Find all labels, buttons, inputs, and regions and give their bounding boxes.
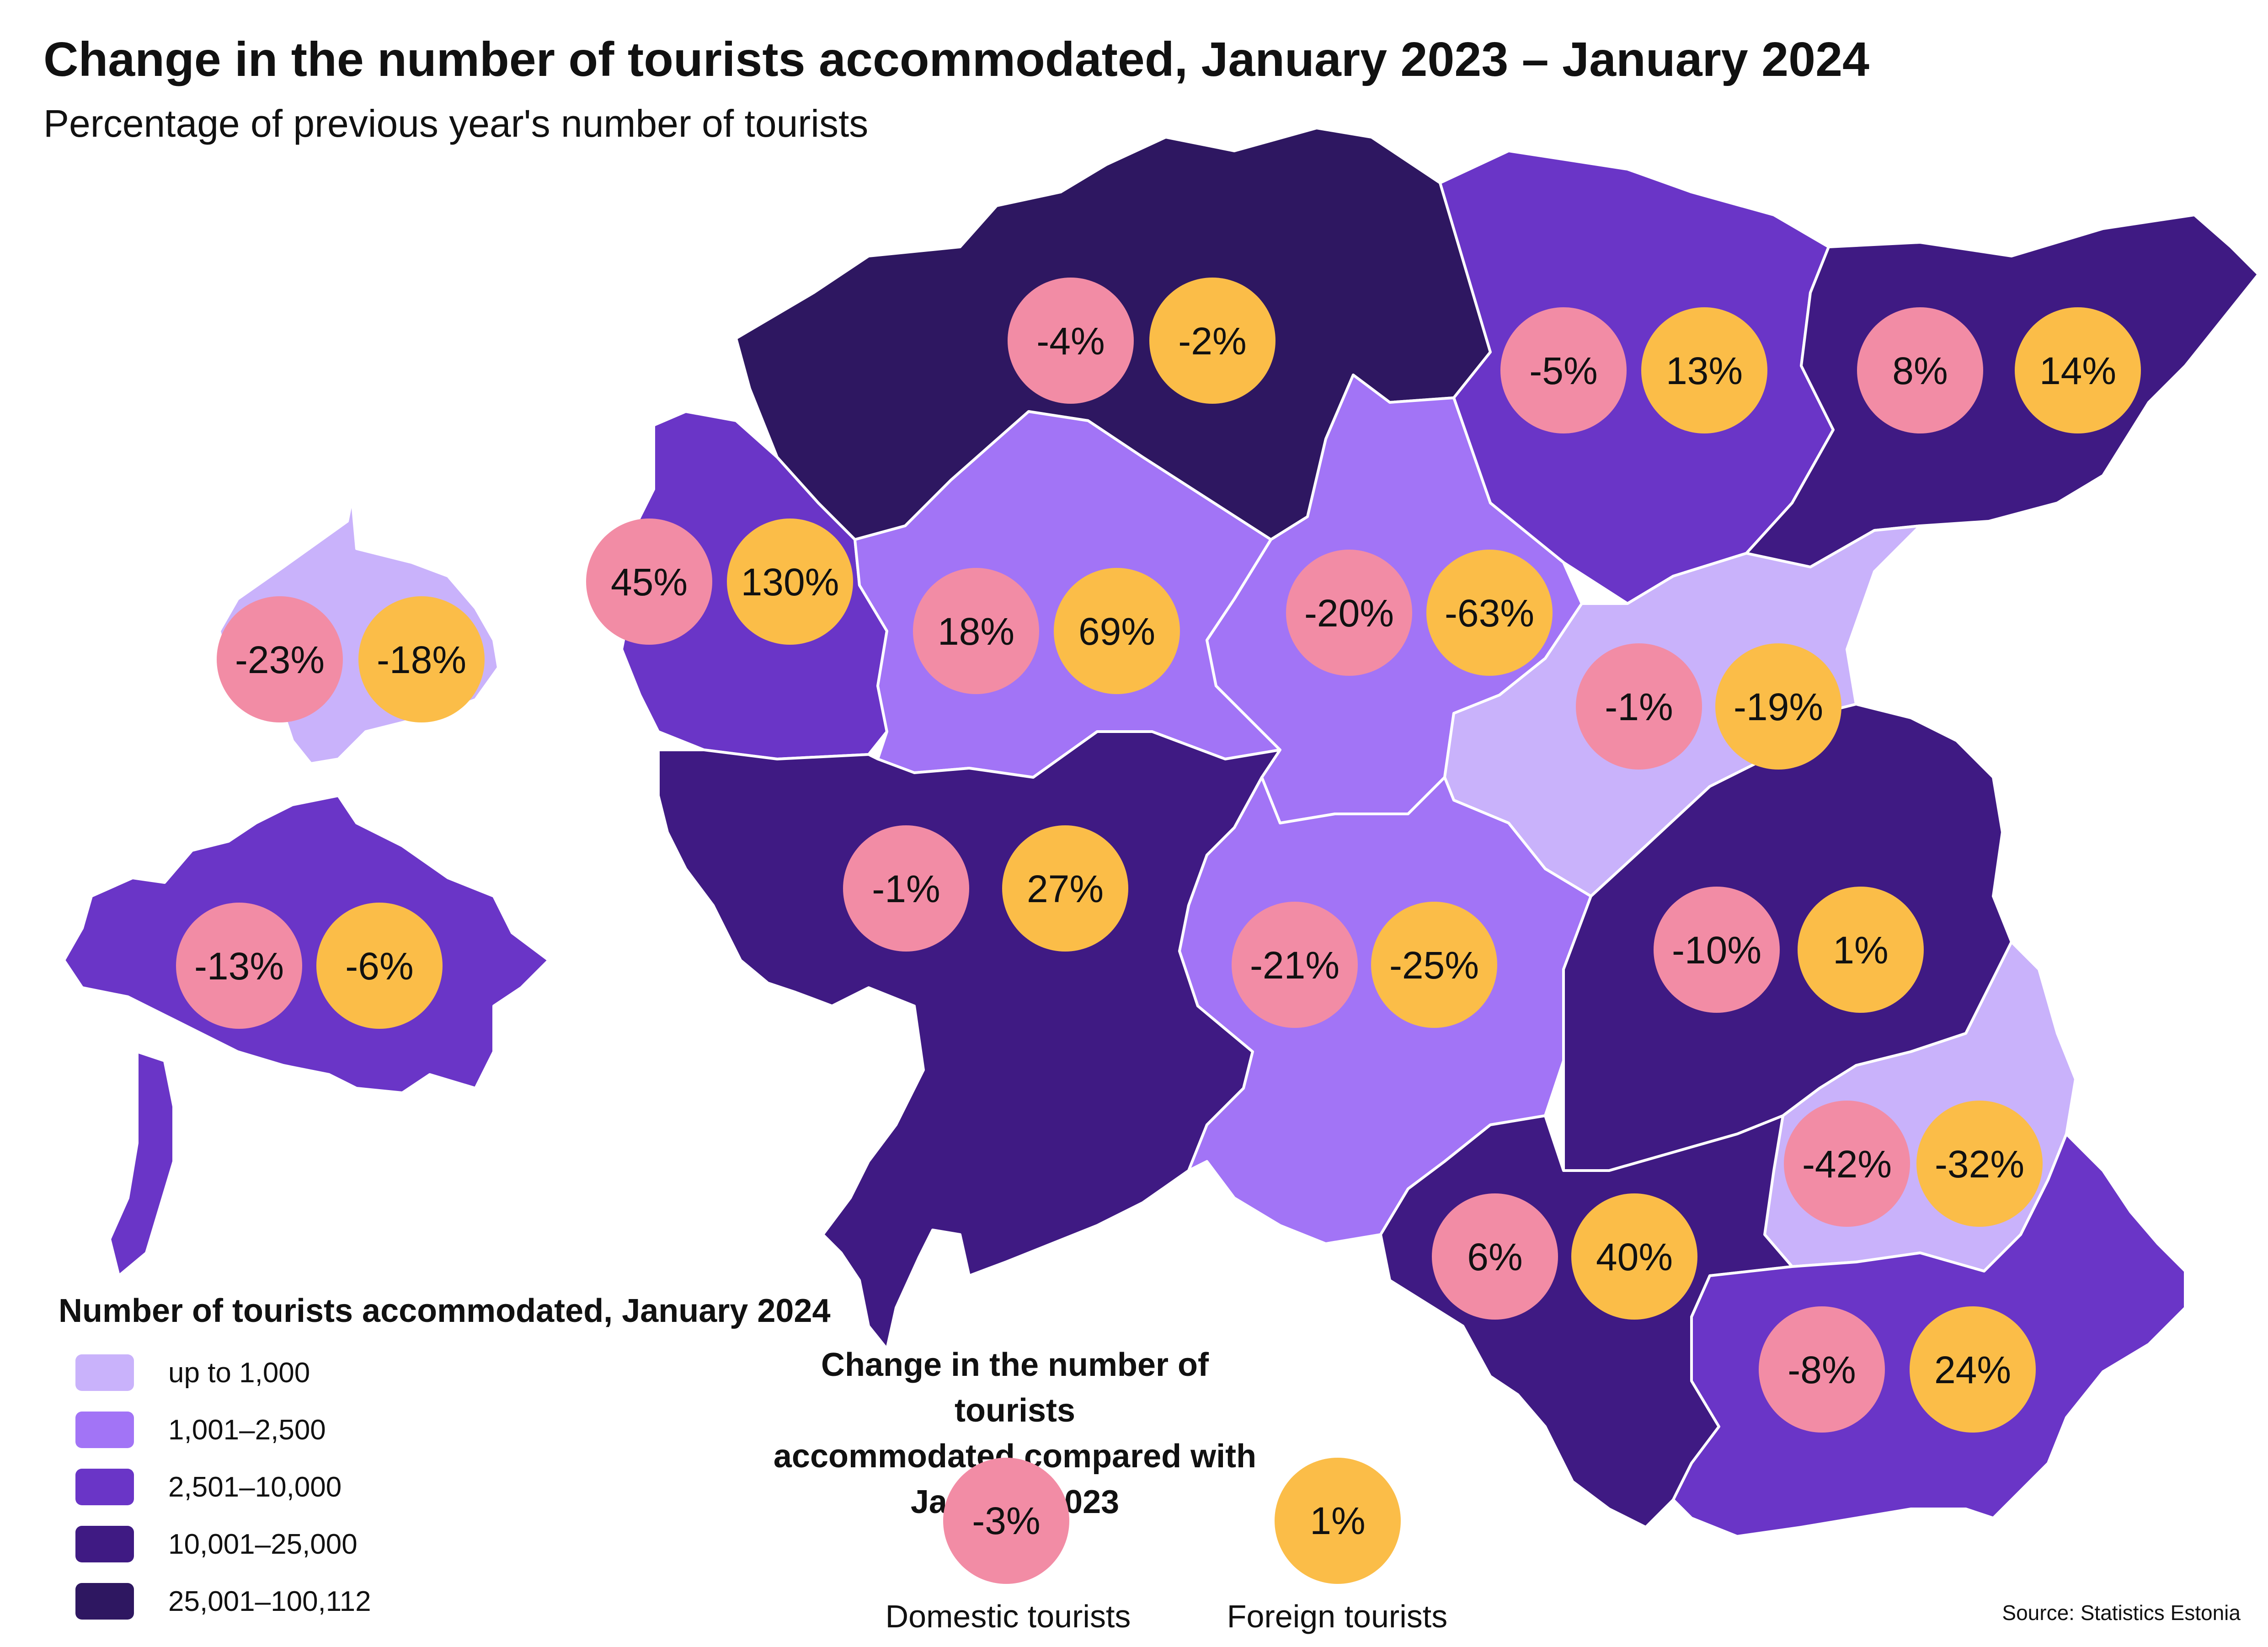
polva-foreign-bubble	[1916, 1101, 2043, 1227]
parnu-foreign-bubble	[1002, 825, 1128, 952]
laane-domestic-bubble	[586, 519, 712, 645]
saare-foreign-bubble	[316, 903, 443, 1029]
ida-viru-foreign-bubble	[2015, 307, 2141, 433]
jarva-foreign-bubble	[1426, 550, 1553, 676]
jogeva-domestic-value: -1%	[1605, 685, 1673, 728]
harju-foreign-value: -2%	[1178, 320, 1246, 363]
polva-foreign-value: -32%	[1935, 1143, 2024, 1186]
jarva-domestic-bubble	[1286, 550, 1412, 676]
legend-label: 10,001–25,000	[168, 1528, 358, 1560]
saare-foreign-value: -6%	[345, 945, 413, 988]
laane-viru-domestic-bubble	[1500, 307, 1627, 433]
ida-viru-foreign-value: 14%	[2039, 349, 2116, 392]
viljandi-domestic-value: -21%	[1250, 944, 1339, 987]
tartu-domestic-bubble	[1654, 887, 1780, 1013]
hiiu-foreign-value: -18%	[377, 638, 466, 681]
jogeva-domestic-bubble	[1576, 643, 1702, 770]
county-parnu	[657, 730, 1281, 1350]
change-legend-title: Change in the number of tourists accommo…	[773, 1342, 1257, 1525]
laane-viru-foreign-bubble	[1641, 307, 1767, 433]
jogeva-foreign-value: -19%	[1734, 685, 1823, 728]
hiiu-foreign-bubble	[358, 596, 485, 722]
legend-item-2: 1,001–2,500	[75, 1412, 326, 1448]
jarva-foreign-value: -63%	[1445, 592, 1534, 635]
rapla-foreign-bubble	[1054, 568, 1180, 694]
foreign-key-bubble: 1%	[1275, 1458, 1401, 1584]
valga-foreign-value: 40%	[1596, 1235, 1673, 1278]
harju-domestic-value: -4%	[1036, 320, 1105, 363]
tartu-foreign-value: 1%	[1833, 929, 1888, 972]
source-note: Source: Statistics Estonia	[2002, 1601, 2241, 1625]
laane-viru-foreign-value: 13%	[1666, 349, 1743, 392]
harju-foreign-bubble	[1149, 278, 1275, 404]
viljandi-foreign-value: -25%	[1389, 944, 1479, 987]
polva-domestic-value: -42%	[1802, 1143, 1892, 1186]
ida-viru-domestic-value: 8%	[1892, 349, 1948, 392]
legend-item-4: 10,001–25,000	[75, 1526, 358, 1562]
viljandi-domestic-bubble	[1232, 902, 1358, 1028]
county-saare	[63, 794, 550, 1277]
rapla-domestic-value: 18%	[938, 610, 1014, 653]
laane-foreign-value: 130%	[741, 561, 839, 604]
legend-item-3: 2,501–10,000	[75, 1469, 342, 1505]
domestic-key-label: Domestic tourists	[885, 1599, 1131, 1634]
legend-swatch	[75, 1526, 134, 1562]
hiiu-domestic-bubble	[217, 596, 343, 722]
parnu-domestic-bubble	[843, 825, 969, 952]
rapla-domestic-bubble	[913, 568, 1039, 694]
rapla-foreign-value: 69%	[1078, 610, 1155, 653]
legend-swatch	[75, 1583, 134, 1620]
county-ida-viru	[1745, 214, 2260, 568]
polva-domestic-bubble	[1784, 1101, 1910, 1227]
valga-domestic-value: 6%	[1467, 1235, 1522, 1278]
domestic-key-bubble: -3%	[943, 1458, 1069, 1584]
harju-domestic-bubble	[1008, 278, 1134, 404]
valga-foreign-bubble	[1571, 1193, 1697, 1320]
hiiu-domestic-value: -23%	[235, 638, 325, 681]
legend-label: 1,001–2,500	[168, 1414, 326, 1446]
jarva-domestic-value: -20%	[1304, 592, 1394, 635]
legend-item-1: up to 1,000	[75, 1354, 310, 1391]
legend-label: 25,001–100,112	[168, 1585, 371, 1617]
valga-domestic-bubble	[1432, 1193, 1558, 1320]
voru-domestic-bubble	[1759, 1306, 1885, 1433]
legend-item-5: 25,001–100,112	[75, 1583, 371, 1620]
legend-label: up to 1,000	[168, 1357, 310, 1389]
ida-viru-domestic-bubble	[1857, 307, 1983, 433]
voru-domestic-value: -8%	[1788, 1348, 1856, 1391]
laane-viru-domestic-value: -5%	[1529, 349, 1597, 392]
saare-domestic-bubble	[176, 903, 302, 1029]
saare-domestic-value: -13%	[194, 945, 284, 988]
county-shapes	[63, 127, 2260, 1538]
foreign-key-label: Foreign tourists	[1227, 1599, 1448, 1634]
laane-domestic-value: 45%	[611, 561, 688, 604]
change-legend-title-line1: Change in the number of tourists	[821, 1347, 1209, 1429]
tartu-domestic-value: -10%	[1672, 929, 1761, 972]
voru-foreign-value: 24%	[1934, 1348, 2011, 1391]
legend-swatch	[75, 1469, 134, 1505]
legend-swatch	[75, 1354, 134, 1391]
parnu-foreign-value: 27%	[1027, 867, 1104, 910]
jogeva-foreign-bubble	[1715, 643, 1841, 770]
laane-foreign-bubble	[727, 519, 853, 645]
map-subtitle: Percentage of previous year's number of …	[43, 102, 869, 145]
parnu-domestic-value: -1%	[872, 867, 940, 910]
legend-title: Number of tourists accommodated, January…	[59, 1293, 831, 1329]
tartu-foreign-bubble	[1798, 887, 1924, 1013]
legend-label: 2,501–10,000	[168, 1471, 342, 1503]
map-title: Change in the number of tourists accommo…	[43, 32, 1869, 86]
voru-foreign-bubble	[1910, 1306, 2036, 1433]
viljandi-foreign-bubble	[1371, 902, 1497, 1028]
legend-swatch	[75, 1412, 134, 1448]
change-bubbles: -4% -2% -5% 13% 8% 14% -23% -18% 45% 130% 18% 69% -2…	[176, 278, 2141, 1433]
